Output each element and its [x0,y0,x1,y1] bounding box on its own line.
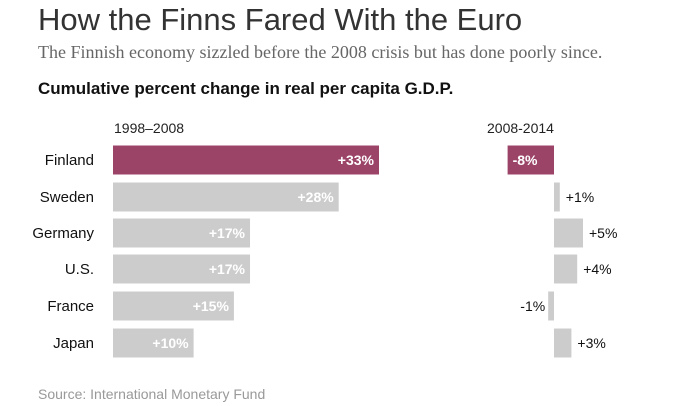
data-label-1998-2008-sweden: +28% [297,189,334,205]
bar-1998-2008-france [113,291,234,321]
data-label-2008-2014-sweden: +1% [566,189,594,205]
data-label-2008-2014-japan: +3% [577,335,605,351]
category-label-germany: Germany [32,225,94,242]
category-label-finland: Finland [45,152,94,169]
bar-2008-2014-germany [554,218,583,248]
data-label-1998-2008-france: +15% [193,298,230,314]
category-label-france: France [47,298,94,315]
bar-2008-2014-france [548,291,554,321]
data-label-1998-2008-germany: +17% [209,225,246,241]
chart-subtitle: The Finnish economy sizzled before the 2… [38,42,603,62]
series-header-1: 1998–2008 [114,120,184,136]
chart-title: How the Finns Fared With the Euro [38,2,523,37]
data-label-2008-2014-germany: +5% [589,225,617,241]
series-header-2: 2008-2014 [487,120,554,136]
category-label-japan: Japan [53,335,94,352]
chart-heading: Cumulative percent change in real per ca… [38,79,454,98]
bar-1998-2008-finland [113,145,379,175]
data-label-1998-2008-finland: +33% [338,152,375,168]
data-label-1998-2008-u-s: +17% [209,261,246,277]
bar-1998-2008-germany [113,218,251,248]
bar-2008-2014-finland [507,145,554,175]
data-label-2008-2014-u-s: +4% [583,261,611,277]
bar-2008-2014-u-s [554,254,578,284]
category-label-sweden: Sweden [40,189,94,206]
data-label-1998-2008-japan: +10% [152,335,189,351]
bar-1998-2008-sweden [113,182,339,212]
bar-2008-2014-japan [554,328,572,358]
data-label-2008-2014-france: -1% [520,298,545,314]
data-label-2008-2014-finland: -8% [513,152,538,168]
bar-1998-2008-japan [113,328,194,358]
source-note: Source: International Monetary Fund [38,386,266,402]
bar-2008-2014-sweden [554,182,560,212]
bar-1998-2008-u-s [113,254,251,284]
category-label-u-s: U.S. [65,261,94,278]
